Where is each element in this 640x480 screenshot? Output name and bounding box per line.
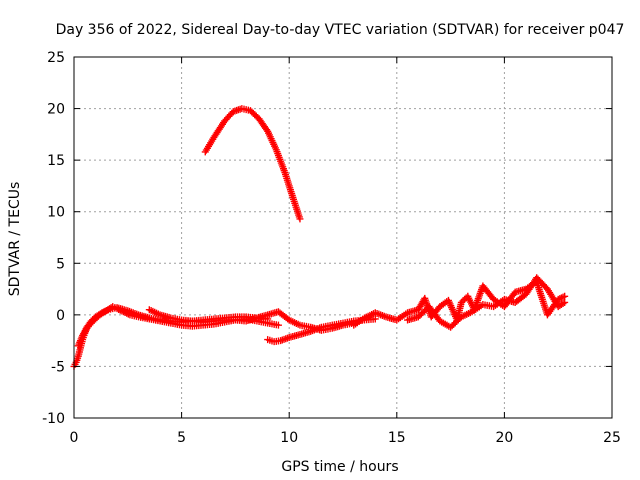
y-tick-label: -5 — [51, 359, 65, 375]
y-tick-label: 25 — [47, 50, 65, 66]
data-point — [371, 315, 379, 323]
x-axis-label: GPS time / hours — [281, 459, 398, 475]
data-point-interp — [103, 306, 111, 314]
x-tick-label: 20 — [495, 430, 513, 446]
data-points — [70, 105, 569, 370]
data-point — [98, 309, 106, 317]
axis-ticks: 0 5 10 15 20 25 -10 -5 0 5 10 15 20 25 — [42, 50, 621, 446]
chart-title: Day 356 of 2022, Sidereal Day-to-day VTE… — [56, 22, 625, 38]
data-point — [296, 215, 304, 223]
data-point-interp — [557, 294, 565, 302]
data-point-interp — [461, 295, 469, 303]
y-tick-label: 15 — [47, 153, 65, 169]
x-tick-label: 5 — [177, 430, 186, 446]
x-tick-label: 25 — [603, 430, 621, 446]
data-point-interp — [101, 307, 109, 315]
data-point — [457, 298, 465, 306]
x-tick-label: 15 — [388, 430, 406, 446]
y-tick-label: 5 — [56, 256, 65, 272]
data-point — [561, 292, 569, 300]
y-tick-label: 10 — [47, 205, 65, 221]
data-point — [561, 298, 569, 306]
data-point — [274, 321, 282, 329]
x-tick-label: 10 — [280, 430, 298, 446]
y-tick-label: 0 — [56, 308, 65, 324]
grid — [74, 57, 612, 418]
y-axis-label: SDTVAR / TECUs — [7, 182, 23, 297]
data-point-interp — [459, 297, 467, 305]
y-tick-label: -10 — [42, 411, 65, 427]
data-point-interp — [556, 295, 564, 303]
plot-frame — [73, 56, 613, 419]
x-tick-label: 0 — [70, 430, 79, 446]
data-point-interp — [559, 300, 567, 308]
data-point-interp — [559, 293, 567, 301]
data-point-interp — [100, 308, 108, 316]
y-tick-label: 20 — [47, 102, 65, 118]
